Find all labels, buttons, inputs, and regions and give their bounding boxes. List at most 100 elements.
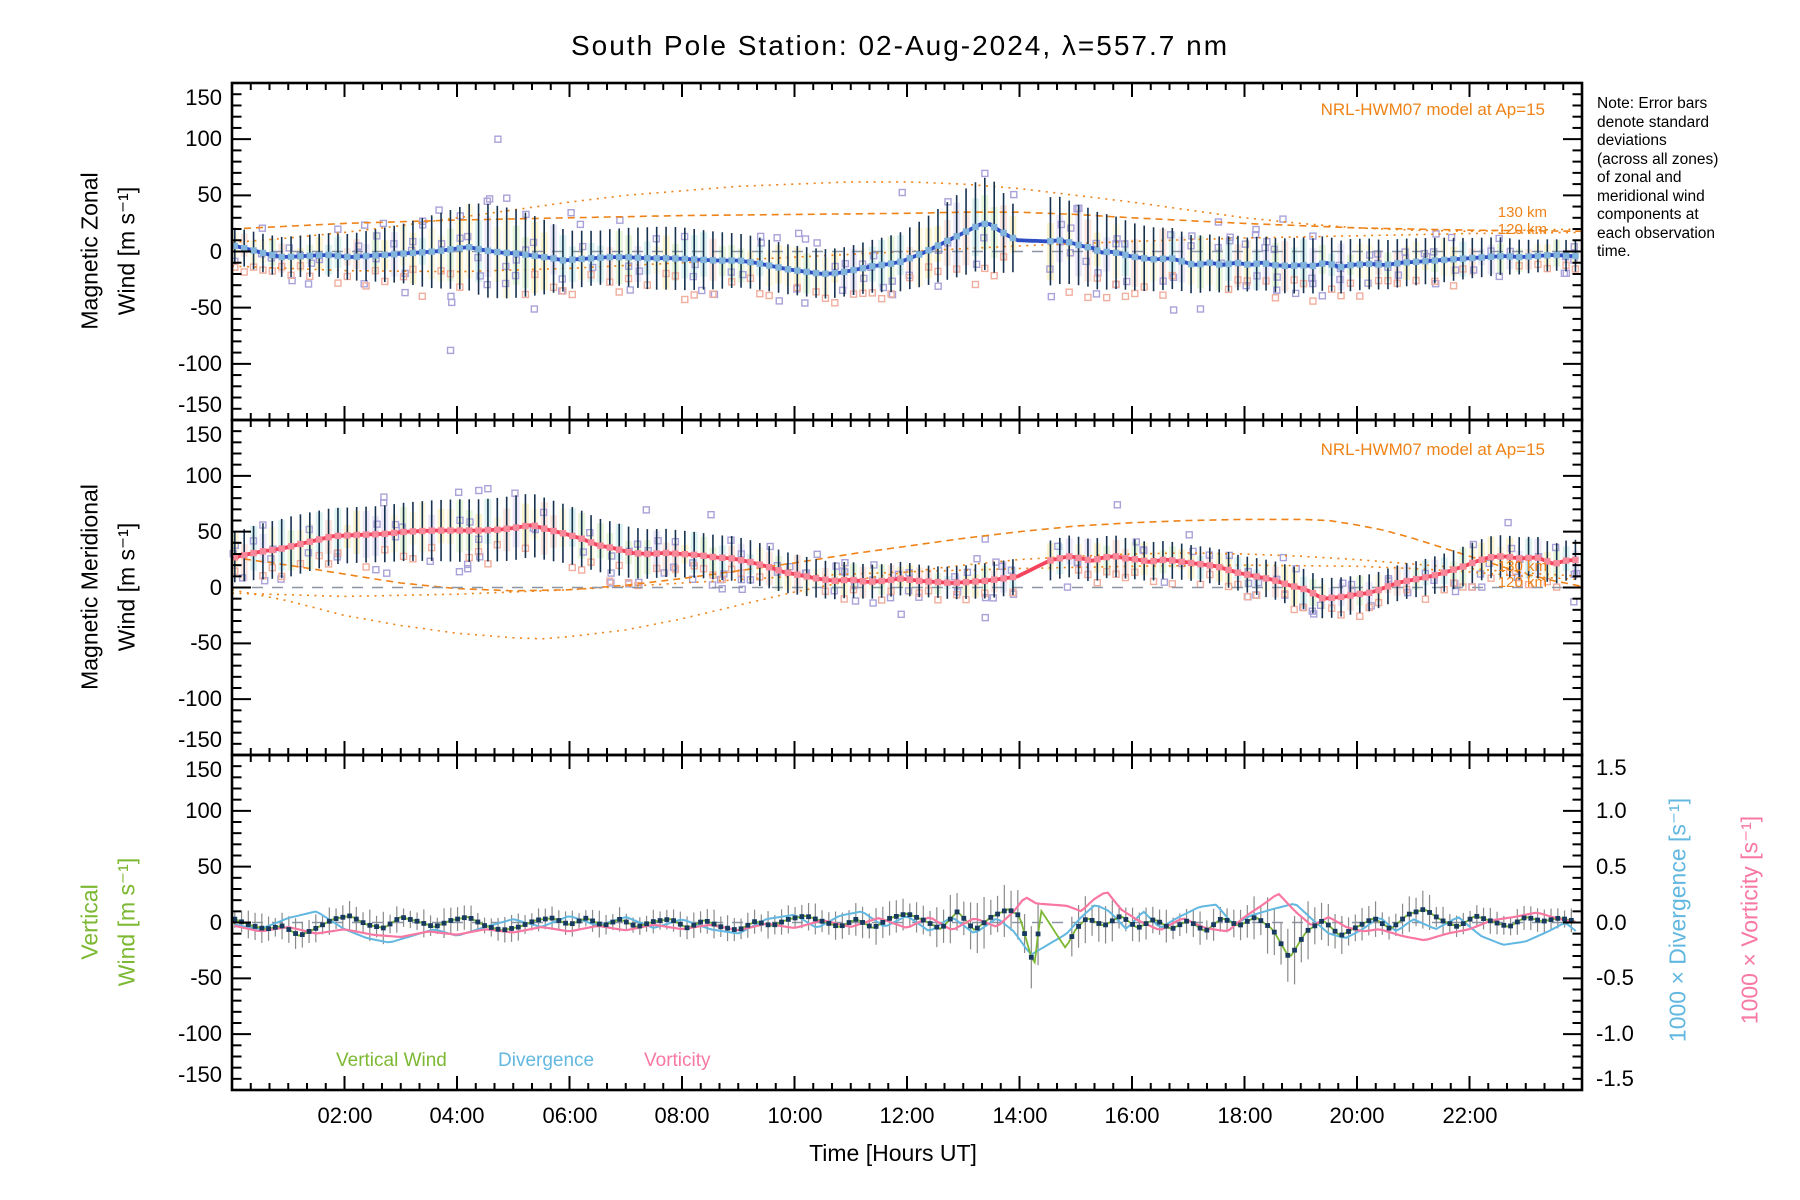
zone-measurement-square xyxy=(1432,230,1440,238)
zone-measurement-square xyxy=(529,238,538,247)
mean-marker xyxy=(840,268,848,276)
mean-marker xyxy=(334,252,342,260)
zone-measurement-square xyxy=(1063,583,1072,591)
mean-marker xyxy=(484,526,492,534)
zone-measurement-square xyxy=(1470,266,1478,274)
mean-marker xyxy=(587,539,595,546)
zone-measurement-square xyxy=(267,555,275,563)
mean-marker xyxy=(597,542,604,549)
mean-marker xyxy=(1431,571,1439,579)
zone-measurement-square-salmon xyxy=(568,563,577,572)
mean-marker xyxy=(681,550,689,558)
vertical-wind-marker xyxy=(941,923,946,929)
vertical-wind-marker xyxy=(1015,912,1021,918)
mean-marker xyxy=(231,554,239,561)
mean-marker xyxy=(456,244,464,252)
vertical-wind-marker xyxy=(1481,916,1486,921)
zone-measurement-square xyxy=(1189,547,1197,556)
vertical-wind-marker xyxy=(1393,922,1399,928)
zone-measurement-square xyxy=(373,520,381,528)
zone-measurement-square xyxy=(898,188,906,197)
mean-marker xyxy=(559,257,567,264)
vertical-wind-marker xyxy=(880,919,886,925)
vertical-wind-marker xyxy=(1211,922,1216,928)
right-tick-label: 0.0 xyxy=(1596,910,1627,935)
mean-marker xyxy=(1234,569,1242,576)
mean-marker xyxy=(1122,251,1129,259)
zone-measurement-square xyxy=(689,272,697,281)
mean-marker xyxy=(1440,569,1448,576)
zone-measurement-square xyxy=(904,587,913,595)
x-tick-label: 10:00 xyxy=(767,1103,823,1128)
mean-marker xyxy=(325,534,332,541)
vertical-wind-marker xyxy=(448,918,454,923)
vertical-wind-marker xyxy=(866,923,872,929)
vertical-wind-marker xyxy=(1217,916,1223,922)
zone-measurement-square xyxy=(1113,501,1122,509)
mean-marker xyxy=(1525,554,1532,562)
x-axis-title: Time [Hours UT] xyxy=(809,1140,977,1166)
vertical-wind-marker xyxy=(299,932,305,937)
vertical-wind-marker xyxy=(576,918,582,924)
vertical-wind-marker xyxy=(792,915,798,921)
vertical-wind-marker xyxy=(1494,920,1500,926)
zone-measurement-square-salmon xyxy=(615,288,623,296)
vertical-wind-marker xyxy=(677,921,683,927)
zone-measurement-square-salmon xyxy=(690,291,698,299)
mean-marker xyxy=(625,548,632,556)
y-tick-label: 0 xyxy=(209,575,222,600)
mean-marker xyxy=(578,255,585,263)
mean-marker xyxy=(1450,256,1457,263)
mean-marker xyxy=(1047,557,1054,564)
zone-measurement-square xyxy=(379,219,388,228)
vertical-wind-marker xyxy=(704,918,710,924)
mean-marker xyxy=(372,531,379,538)
vertical-wind-marker xyxy=(839,923,845,929)
mean-marker xyxy=(400,528,407,536)
mean-marker xyxy=(1553,560,1560,567)
mean-marker xyxy=(775,264,782,271)
mean-marker xyxy=(981,577,989,585)
vertical-wind-marker xyxy=(1568,917,1574,923)
mean-marker xyxy=(1544,252,1551,259)
zone-measurement-square-salmon xyxy=(1421,595,1430,603)
zone-measurement-square xyxy=(454,488,463,496)
legend-item-vorticity: Vorticity xyxy=(644,1050,711,1071)
mean-marker xyxy=(859,578,867,585)
zone-measurement-square xyxy=(972,260,981,268)
zone-measurement-square xyxy=(502,262,510,271)
mean-marker xyxy=(1140,557,1148,565)
vertical-wind-marker xyxy=(1298,937,1304,942)
vertical-wind-marker xyxy=(1332,928,1338,934)
y-tick-label: -50 xyxy=(190,295,222,320)
zone-measurement-square xyxy=(1270,245,1278,254)
zone-measurement-square xyxy=(1067,224,1075,232)
mean-marker xyxy=(1319,260,1326,267)
vertical-wind-marker xyxy=(1271,929,1277,935)
zone-measurement-square xyxy=(841,259,850,268)
mean-marker xyxy=(1197,260,1204,268)
vertical-wind-marker xyxy=(1008,908,1014,914)
zone-measurement-square xyxy=(1139,546,1147,554)
mean-marker xyxy=(522,251,529,258)
mean-marker xyxy=(1356,261,1364,268)
vertical-wind-marker xyxy=(266,926,271,932)
zone-measurement-square-salmon xyxy=(1102,293,1111,302)
zone-measurement-square xyxy=(1551,543,1560,552)
vertical-wind-marker xyxy=(434,923,440,929)
y-tick-label: 0 xyxy=(209,239,222,264)
vertical-wind-marker xyxy=(482,923,487,928)
mean-marker xyxy=(1262,260,1270,267)
vertical-wind-marker xyxy=(1359,921,1365,927)
zone-measurement-square xyxy=(851,597,860,605)
zone-measurement-square xyxy=(1214,243,1222,252)
zone-measurement-square xyxy=(588,263,597,272)
vertical-wind-marker xyxy=(826,921,832,926)
zone-measurement-square-salmon xyxy=(240,268,248,276)
zone-measurement-square xyxy=(426,557,434,565)
zone-measurement-square-salmon xyxy=(990,272,998,280)
vertical-wind-marker xyxy=(401,915,406,921)
vertical-wind-marker xyxy=(738,926,744,932)
mean-marker xyxy=(1290,583,1298,590)
mean-marker xyxy=(559,530,567,537)
